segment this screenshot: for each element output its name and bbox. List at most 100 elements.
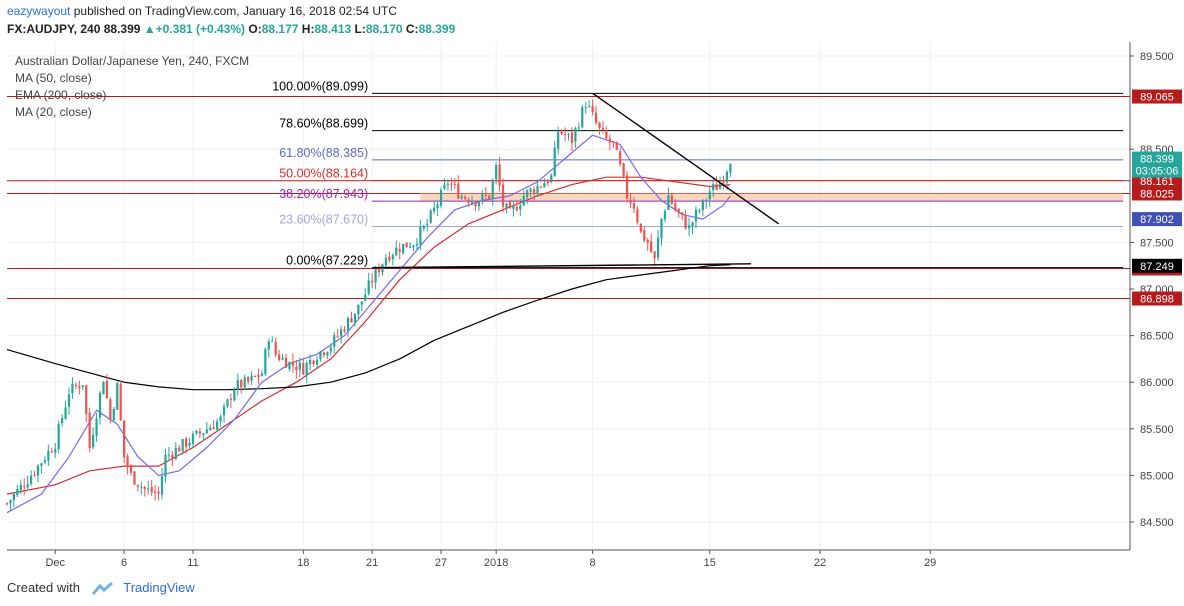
price-tick-label: 87.500 — [1140, 237, 1174, 249]
candle-body — [5, 503, 9, 505]
candle-body — [625, 175, 629, 199]
candle-body — [219, 416, 222, 422]
candle-body — [350, 318, 353, 323]
candle-body — [195, 430, 198, 434]
candle-body — [222, 406, 226, 416]
candle-body — [457, 183, 460, 199]
candle-body — [188, 443, 191, 446]
candle-body — [43, 460, 47, 463]
candle-body — [36, 465, 40, 476]
candlesticks — [5, 99, 732, 511]
candle-body — [467, 199, 470, 203]
candle-body — [601, 128, 605, 130]
time-tick-label: 29 — [924, 557, 936, 569]
candle-body — [236, 380, 239, 390]
candle-body — [426, 223, 429, 226]
candle-body — [336, 335, 339, 337]
candle-body — [718, 182, 722, 189]
legend-ema200[interactable]: EMA (200, close) — [15, 88, 107, 102]
candle-body — [205, 429, 208, 434]
legend-ma20[interactable]: MA (20, close) — [15, 105, 92, 119]
symbol-label: FX:AUDJPY, 240 — [7, 22, 101, 36]
candle-body — [460, 196, 463, 199]
candle-body — [508, 202, 512, 209]
candle-body — [278, 354, 281, 360]
candle-body — [264, 349, 267, 374]
candle-body — [598, 122, 601, 128]
candle-body — [729, 164, 732, 173]
candle-body — [112, 408, 115, 420]
candle-body — [526, 190, 529, 198]
candle-body — [470, 201, 474, 204]
close-label: C: — [405, 22, 419, 36]
price-tag-box — [1132, 151, 1182, 166]
candle-body — [133, 471, 136, 485]
open-value: 88.177 — [261, 22, 299, 36]
candle-body — [667, 195, 670, 210]
candle-body — [563, 134, 567, 136]
trendlines[interactable] — [372, 92, 780, 269]
candle-body — [725, 171, 729, 183]
footer: Created with TradingView — [7, 580, 195, 596]
candle-body — [422, 225, 425, 229]
candle-body — [643, 230, 646, 241]
candle-body — [429, 210, 432, 223]
candle-body — [19, 484, 22, 491]
candle-body — [178, 447, 181, 452]
candle-body — [298, 362, 301, 370]
candle-body — [171, 454, 174, 458]
author-link[interactable]: eazywayout — [7, 4, 71, 18]
candle-body — [557, 131, 560, 149]
candle-body — [705, 200, 708, 202]
tradingview-link[interactable]: TradingView — [123, 580, 195, 595]
grid-lines — [7, 42, 1130, 550]
candle-body — [415, 243, 419, 246]
candle-body — [677, 208, 680, 213]
candle-body — [443, 184, 446, 189]
candle-body — [81, 385, 84, 387]
candle-body — [377, 268, 381, 273]
candle-body — [98, 392, 102, 418]
candle-body — [136, 484, 140, 487]
candle-body — [653, 251, 656, 259]
candle-body — [198, 431, 202, 434]
candle-body — [54, 448, 57, 453]
candle-body — [57, 424, 60, 450]
fib-level-label: 0.00%(87.229) — [286, 254, 368, 268]
candle-body — [436, 204, 439, 209]
candle-body — [116, 383, 119, 410]
candle-body — [698, 210, 701, 212]
symbol-line: FX:AUDJPY, 240 88.399 ▲+0.381 (+0.43%) O… — [7, 22, 455, 36]
price-tag-label: 86.898 — [1140, 294, 1174, 306]
candle-body — [656, 237, 660, 258]
candle-body — [288, 362, 291, 369]
candle-body — [105, 380, 109, 399]
candle-body — [371, 280, 374, 283]
candle-body — [384, 257, 388, 266]
candle-body — [309, 359, 312, 365]
candle-body — [464, 196, 467, 199]
fibonacci-retracement[interactable]: 100.00%(89.099) 78.60%(88.699) 61.80%(88.3… — [272, 79, 1124, 269]
legend-ma50[interactable]: MA (50, close) — [15, 71, 92, 85]
candle-body — [267, 341, 270, 350]
candle-body — [33, 474, 36, 476]
candle-body — [150, 487, 153, 493]
candle-body — [670, 195, 673, 204]
candle-body — [181, 439, 184, 452]
candle-body — [570, 132, 574, 143]
candle-body — [160, 476, 164, 495]
candle-body — [515, 206, 518, 211]
candle-body — [398, 249, 401, 252]
candle-body — [174, 447, 177, 459]
candle-body — [594, 112, 598, 123]
candle-body — [360, 301, 363, 305]
candle-body — [326, 352, 329, 356]
candle-body — [212, 427, 215, 430]
candle-body — [315, 360, 319, 365]
candle-body — [340, 329, 343, 337]
candle-body — [588, 106, 591, 108]
candle-body — [608, 138, 611, 143]
candle-body — [498, 164, 501, 186]
